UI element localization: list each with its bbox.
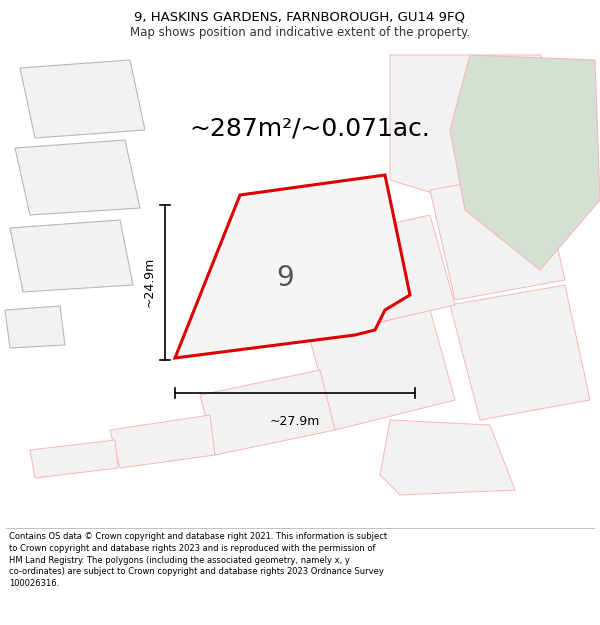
Polygon shape: [10, 220, 133, 292]
Polygon shape: [110, 415, 215, 468]
Polygon shape: [310, 310, 455, 430]
Polygon shape: [20, 60, 145, 138]
Text: Contains OS data © Crown copyright and database right 2021. This information is : Contains OS data © Crown copyright and d…: [9, 532, 387, 588]
Polygon shape: [5, 306, 65, 348]
Text: 9: 9: [276, 264, 294, 292]
Polygon shape: [430, 170, 565, 300]
Polygon shape: [380, 420, 515, 495]
Text: ~27.9m: ~27.9m: [270, 415, 320, 428]
Text: ~287m²/~0.071ac.: ~287m²/~0.071ac.: [190, 116, 430, 140]
Polygon shape: [30, 440, 118, 478]
Text: Map shows position and indicative extent of the property.: Map shows position and indicative extent…: [130, 26, 470, 39]
Text: 9, HASKINS GARDENS, FARNBOROUGH, GU14 9FQ: 9, HASKINS GARDENS, FARNBOROUGH, GU14 9F…: [134, 11, 466, 24]
Polygon shape: [390, 55, 590, 220]
Polygon shape: [450, 285, 590, 420]
Text: ~24.9m: ~24.9m: [143, 257, 155, 307]
Polygon shape: [450, 55, 600, 270]
Polygon shape: [320, 215, 455, 330]
Polygon shape: [15, 140, 140, 215]
Polygon shape: [200, 370, 335, 455]
Polygon shape: [175, 175, 410, 358]
